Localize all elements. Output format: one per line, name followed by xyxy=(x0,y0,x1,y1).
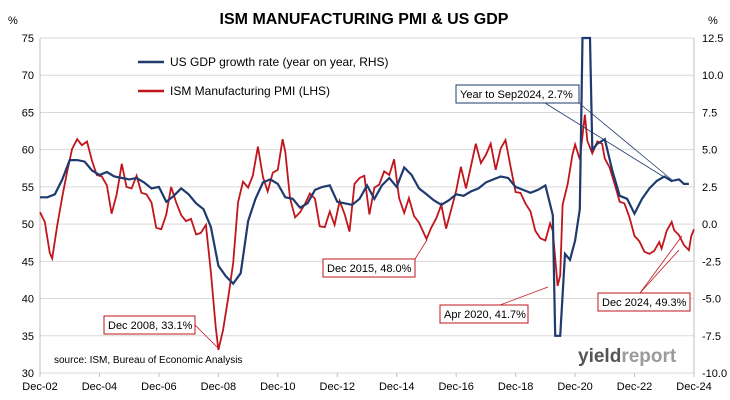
x-tick-label: Dec-16 xyxy=(438,381,473,393)
x-tick-label: Dec-04 xyxy=(82,381,117,393)
annotation-gdp-sep2024: Year to Sep2024, 2.7% xyxy=(455,84,673,183)
annotation-text: Dec 2024, 49.3% xyxy=(602,297,687,309)
right-tick-label: 12.5 xyxy=(702,33,723,45)
legend: US GDP growth rate (year on year, RHS) I… xyxy=(138,55,389,98)
left-tick-label: 70 xyxy=(22,70,34,82)
left-axis: 30 35 40 45 50 55 60 65 70 75 xyxy=(22,33,34,380)
annotation-dec2008: Dec 2008, 33.1% xyxy=(103,315,219,349)
right-tick-label: 10.0 xyxy=(702,70,723,82)
x-tick-label: Dec-24 xyxy=(676,381,711,393)
left-tick-label: 65 xyxy=(22,107,34,119)
annotation-box xyxy=(439,304,529,324)
left-axis-unit: % xyxy=(8,15,18,27)
annotation-text: Apr 2020, 41.7% xyxy=(444,309,526,321)
right-tick-label: 5.0 xyxy=(702,145,717,157)
series-line-gdp xyxy=(40,36,689,337)
right-tick-label: 0.0 xyxy=(702,219,717,231)
x-tick-label: Dec-06 xyxy=(141,381,176,393)
right-tick-label: -10.0 xyxy=(702,368,727,380)
logo-part-1: yield xyxy=(578,346,621,367)
left-tick-label: 35 xyxy=(22,331,34,343)
series-line-pmi xyxy=(39,114,695,351)
annotations: Year to Sep2024, 2.7% Dec 2015, 48.0% De… xyxy=(103,84,691,349)
legend-label-gdp: US GDP growth rate (year on year, RHS) xyxy=(170,55,389,69)
chart-title: ISM MANUFACTURING PMI & US GDP xyxy=(220,11,509,28)
annotation-box xyxy=(322,258,416,278)
annotation-text: Dec 2015, 48.0% xyxy=(327,263,412,275)
annotation-text: Dec 2008, 33.1% xyxy=(108,320,193,332)
annotation-box xyxy=(597,292,691,312)
x-tick-label: Dec-08 xyxy=(201,381,236,393)
logo-part-2: report xyxy=(621,346,677,367)
left-tick-label: 55 xyxy=(22,182,34,194)
x-tick-label: Dec-02 xyxy=(22,381,57,393)
right-tick-label: -2.5 xyxy=(702,256,721,268)
x-tick-label: Dec-10 xyxy=(260,381,295,393)
left-tick-label: 40 xyxy=(22,294,34,306)
yieldreport-logo: yieldreport xyxy=(578,346,677,367)
x-tick-label: Dec-20 xyxy=(557,381,592,393)
annotation-dec2024: Dec 2024, 49.3% xyxy=(597,235,691,312)
x-tick-label: Dec-18 xyxy=(498,381,533,393)
right-tick-label: 2.5 xyxy=(702,182,717,194)
right-axis: -10.0 -7.5 -5.0 -2.5 0.0 2.5 5.0 7.5 10.0 12.5 xyxy=(702,33,727,380)
annotation-dec2015: Dec 2015, 48.0% xyxy=(322,239,428,278)
x-tick-label: Dec-14 xyxy=(379,381,414,393)
left-tick-label: 30 xyxy=(22,368,34,380)
left-tick-label: 60 xyxy=(22,145,34,157)
annotation-text: Year to Sep2024, 2.7% xyxy=(460,89,573,101)
left-tick-label: 75 xyxy=(22,33,34,45)
svg-text:yieldreport: yieldreport xyxy=(578,346,677,367)
right-tick-label: 7.5 xyxy=(702,107,717,119)
legend-label-pmi: ISM Manufacturing PMI (LHS) xyxy=(170,84,330,98)
annotation-apr2020: Apr 2020, 41.7% xyxy=(439,286,549,324)
x-axis: Dec-02 Dec-04 Dec-06 Dec-08 Dec-10 Dec-12 Dec-… xyxy=(22,373,712,393)
right-axis-unit: % xyxy=(708,15,718,27)
source-note: source: ISM, Bureau of Economic Analysis xyxy=(54,355,242,366)
right-tick-label: -5.0 xyxy=(702,294,721,306)
x-tick-label: Dec-12 xyxy=(320,381,355,393)
x-tick-label: Dec-22 xyxy=(617,381,652,393)
left-tick-label: 45 xyxy=(22,256,34,268)
right-tick-label: -7.5 xyxy=(702,331,721,343)
left-tick-label: 50 xyxy=(22,219,34,231)
annotation-box xyxy=(455,84,580,104)
